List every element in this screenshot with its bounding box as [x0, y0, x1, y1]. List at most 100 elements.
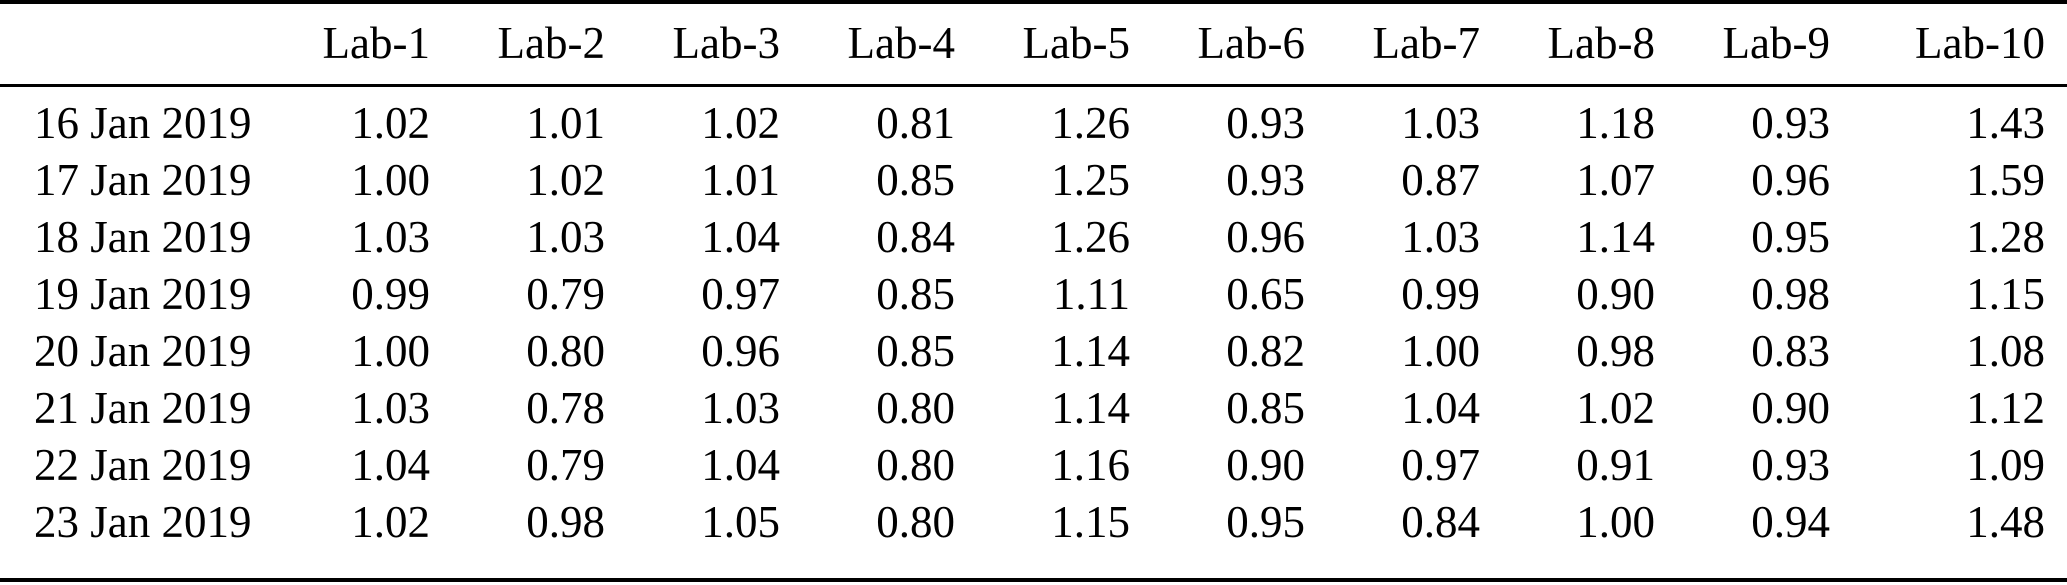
table-header: Lab-1 Lab-2 Lab-3 Lab-4 Lab-5 Lab-6 Lab-7 Lab-8… [0, 2, 2067, 87]
row-date: 22 Jan 2019 [34, 439, 252, 490]
cell-value: 1.26 [1051, 97, 1130, 148]
cell-value: 1.04 [701, 439, 780, 490]
row-date: 23 Jan 2019 [34, 496, 252, 547]
cell-value: 0.99 [351, 268, 430, 319]
cell-value: 0.80 [876, 439, 955, 490]
cell-value: 1.59 [1966, 154, 2045, 205]
cell-value: 1.03 [1401, 97, 1480, 148]
cell-value: 0.85 [876, 325, 955, 376]
cell-value: 1.14 [1576, 211, 1655, 262]
row-date: 17 Jan 2019 [34, 154, 252, 205]
cell-value: 1.48 [1966, 496, 2045, 547]
cell-value: 0.95 [1226, 496, 1305, 547]
cell-value: 1.12 [1966, 382, 2045, 433]
column-header-lab-1: Lab-1 [277, 2, 452, 87]
cell-value: 0.82 [1226, 325, 1305, 376]
cell-value: 1.03 [1401, 211, 1480, 262]
cell-value: 0.93 [1751, 97, 1830, 148]
cell-value: 1.03 [351, 211, 430, 262]
row-date: 21 Jan 2019 [34, 382, 252, 433]
table-row: 23 Jan 2019 1.02 0.98 1.05 0.80 1.15 0.95 0.84 1… [0, 494, 2067, 580]
row-date: 18 Jan 2019 [34, 211, 252, 262]
row-date: 16 Jan 2019 [34, 97, 252, 148]
cell-value: 0.98 [526, 496, 605, 547]
cell-value: 0.65 [1226, 268, 1305, 319]
cell-value: 0.84 [1401, 496, 1480, 547]
cell-value: 1.15 [1051, 496, 1130, 547]
cell-value: 0.96 [701, 325, 780, 376]
cell-value: 0.94 [1751, 496, 1830, 547]
cell-value: 0.81 [876, 97, 955, 148]
cell-value: 0.84 [876, 211, 955, 262]
cell-value: 1.01 [526, 97, 605, 148]
cell-value: 1.02 [701, 97, 780, 148]
cell-value: 0.97 [701, 268, 780, 319]
cell-value: 0.96 [1751, 154, 1830, 205]
cell-value: 0.78 [526, 382, 605, 433]
cell-value: 0.99 [1401, 268, 1480, 319]
cell-value: 0.93 [1751, 439, 1830, 490]
cell-value: 1.28 [1966, 211, 2045, 262]
table-row: 17 Jan 2019 1.00 1.02 1.01 0.85 1.25 0.93 0.87 1… [0, 152, 2067, 209]
cell-value: 1.03 [526, 211, 605, 262]
column-header-lab-3: Lab-3 [627, 2, 802, 87]
cell-value: 1.02 [1576, 382, 1655, 433]
cell-value: 0.97 [1401, 439, 1480, 490]
cell-value: 1.09 [1966, 439, 2045, 490]
cell-value: 1.00 [1576, 496, 1655, 547]
column-header-lab-6: Lab-6 [1152, 2, 1327, 87]
cell-value: 1.14 [1051, 325, 1130, 376]
cell-value: 1.00 [351, 325, 430, 376]
column-header-lab-2: Lab-2 [452, 2, 627, 87]
cell-value: 1.25 [1051, 154, 1130, 205]
cell-value: 1.07 [1576, 154, 1655, 205]
column-header-lab-9: Lab-9 [1677, 2, 1852, 87]
cell-value: 1.18 [1576, 97, 1655, 148]
cell-value: 1.00 [351, 154, 430, 205]
cell-value: 1.05 [701, 496, 780, 547]
column-header-lab-7: Lab-7 [1327, 2, 1502, 87]
cell-value: 1.03 [351, 382, 430, 433]
table-row: 22 Jan 2019 1.04 0.79 1.04 0.80 1.16 0.90 0.97 0… [0, 437, 2067, 494]
cell-value: 1.02 [526, 154, 605, 205]
cell-value: 1.04 [1401, 382, 1480, 433]
cell-value: 0.96 [1226, 211, 1305, 262]
table-row: 16 Jan 2019 1.02 1.01 1.02 0.81 1.26 0.93 1.03 1… [0, 85, 2067, 152]
cell-value: 1.01 [701, 154, 780, 205]
cell-value: 1.15 [1966, 268, 2045, 319]
cell-value: 0.85 [876, 268, 955, 319]
cell-value: 1.00 [1401, 325, 1480, 376]
cell-value: 1.02 [351, 496, 430, 547]
cell-value: 0.85 [876, 154, 955, 205]
cell-value: 0.98 [1751, 268, 1830, 319]
cell-value: 0.90 [1576, 268, 1655, 319]
cell-value: 1.03 [701, 382, 780, 433]
cell-value: 1.43 [1966, 97, 2045, 148]
cell-value: 0.93 [1226, 154, 1305, 205]
cell-value: 0.91 [1576, 439, 1655, 490]
cell-value: 1.02 [351, 97, 430, 148]
cell-value: 0.98 [1576, 325, 1655, 376]
cell-value: 1.04 [351, 439, 430, 490]
cell-value: 0.87 [1401, 154, 1480, 205]
table-body: 16 Jan 2019 1.02 1.01 1.02 0.81 1.26 0.93 1.03 1… [0, 85, 2067, 580]
cell-value: 0.80 [876, 496, 955, 547]
cell-value: 1.04 [701, 211, 780, 262]
column-header-lab-10: Lab-10 [1852, 2, 2067, 87]
cell-value: 0.79 [526, 439, 605, 490]
cell-value: 0.80 [876, 382, 955, 433]
cell-value: 0.85 [1226, 382, 1305, 433]
cell-value: 0.80 [526, 325, 605, 376]
cell-value: 1.14 [1051, 382, 1130, 433]
cell-value: 1.16 [1051, 439, 1130, 490]
cell-value: 1.26 [1051, 211, 1130, 262]
column-header-lab-5: Lab-5 [977, 2, 1152, 87]
cell-value: 0.90 [1751, 382, 1830, 433]
cell-value: 0.93 [1226, 97, 1305, 148]
table-row: 18 Jan 2019 1.03 1.03 1.04 0.84 1.26 0.96 1.03 1… [0, 209, 2067, 266]
column-header-lab-8: Lab-8 [1502, 2, 1677, 87]
date-column-header-empty [0, 2, 277, 87]
cell-value: 0.90 [1226, 439, 1305, 490]
table-row: 19 Jan 2019 0.99 0.79 0.97 0.85 1.11 0.65 0.99 0… [0, 266, 2067, 323]
